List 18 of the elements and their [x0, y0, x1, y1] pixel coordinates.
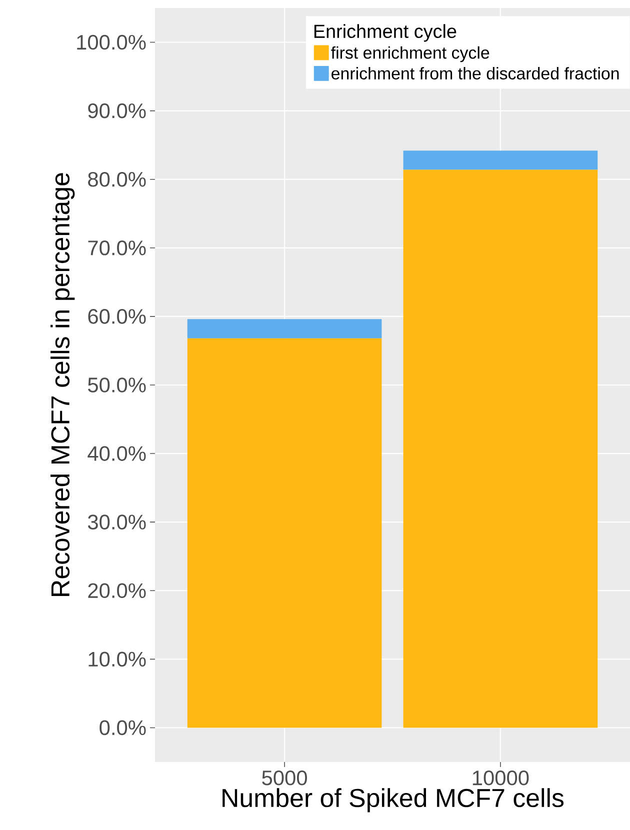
- y-tick-label: 30.0%: [88, 514, 146, 530]
- y-tick-label: 80.0%: [88, 172, 146, 187]
- y-tick-label: 10.0%: [88, 652, 146, 667]
- x-tick-label: 5000: [262, 770, 307, 786]
- y-tick-label: 20.0%: [88, 583, 146, 598]
- y-tick-label: 50.0%: [88, 378, 146, 392]
- y-tick-label: 90.0%: [88, 103, 146, 118]
- y-tick-label: 100.0%: [77, 34, 146, 50]
- legend-title: Enrichment cycle: [314, 24, 456, 42]
- y-tick-label: 60.0%: [88, 309, 146, 324]
- legend-label: enrichment from the discarded fraction: [332, 67, 619, 80]
- x-axis-title: Number of Spiked MCF7 cells: [222, 788, 564, 812]
- x-tick-label: 10000: [472, 770, 529, 786]
- legend-label: first enrichment cycle: [331, 46, 490, 62]
- y-tick-label: 70.0%: [88, 240, 146, 256]
- y-tick-label: 40.0%: [88, 446, 146, 461]
- y-tick-label: 0.0%: [100, 720, 146, 736]
- y-axis-title: Recovered MCF7 cells in percentage: [50, 173, 75, 596]
